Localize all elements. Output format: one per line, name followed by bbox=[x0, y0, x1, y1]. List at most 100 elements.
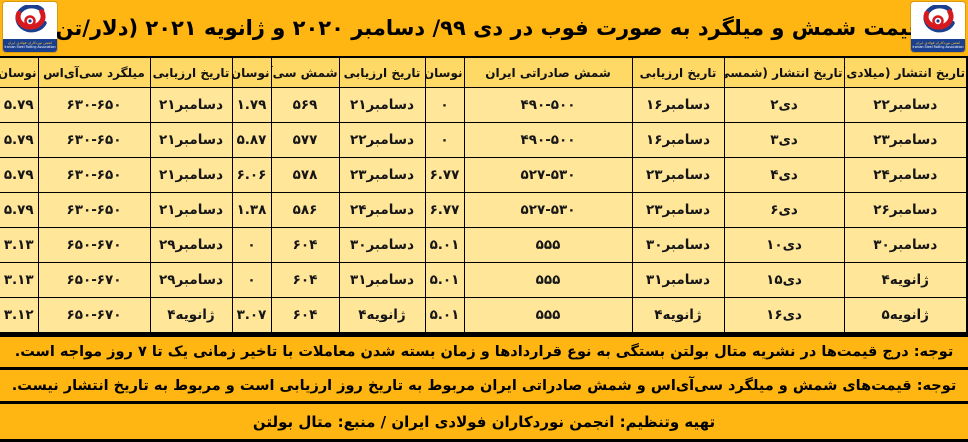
table-cell: ۶۰۴ bbox=[270, 297, 340, 334]
table-cell: ۶‎دی bbox=[723, 192, 845, 228]
table-cell: ۵‎ژانویه bbox=[843, 297, 968, 334]
col-publish-date-shamsi: تاریخ انتشار (شمسی) bbox=[723, 56, 845, 88]
table-cell: ۲۱‎دسامبر bbox=[149, 157, 233, 193]
table-cell: ۶۰۴ bbox=[270, 262, 340, 298]
table-cell: ۱۰‎دی bbox=[723, 227, 845, 263]
table-cell: ۵.۰۱ bbox=[424, 297, 465, 334]
table-cell: ۲۱‎دسامبر bbox=[149, 192, 233, 228]
logo-caption-en: Iranian Steel Rolling Association bbox=[4, 44, 56, 49]
table-cell: ۱۶‎دسامبر bbox=[631, 122, 725, 158]
table-cell: ۵.۷۹ bbox=[0, 122, 39, 158]
table-cell: ۳۰‎دسامبر bbox=[338, 227, 426, 263]
table-cell: ۶.۷۷ bbox=[424, 157, 465, 193]
col-iran-export-billet: شمش صادراتی ایران bbox=[463, 56, 633, 88]
table-cell: ۶۵۰-۶۷۰ bbox=[37, 262, 151, 298]
table-cell: ۰ bbox=[424, 87, 465, 123]
table-row: ۲۲‎دسامبر ۲‎دی ۱۶‎دسامبر ۴۹۰-۵۰۰ ۰ ۲۱‎دسامبر ۵… bbox=[0, 87, 968, 123]
association-logo-icon bbox=[911, 2, 965, 39]
table-cell: ۱۵‎دی bbox=[723, 262, 845, 298]
table-cell: ۳.۰۷ bbox=[231, 297, 272, 334]
table-cell: ۲۳‎دسامبر bbox=[338, 157, 426, 193]
table-cell: ۶.۷۷ bbox=[424, 192, 465, 228]
table-cell: ۵۷۷ bbox=[270, 122, 340, 158]
table-cell: ۶۳۰-۶۵۰ bbox=[37, 157, 151, 193]
logo-caption: انجمن نوردکاران فولادی ایران Iranian Ste… bbox=[911, 39, 965, 52]
table-cell: ۱.۳۸ bbox=[231, 192, 272, 228]
table-cell: ۶۳۰-۶۵۰ bbox=[37, 87, 151, 123]
table-cell: ۶۳۰-۶۵۰ bbox=[37, 192, 151, 228]
table-cell: ۰ bbox=[231, 262, 272, 298]
table-cell: ۶۵۰-۶۷۰ bbox=[37, 297, 151, 334]
col-evaluation-date-cis-billet: تاریخ ارزیابی bbox=[338, 56, 426, 88]
table-row: ۵‎ژانویه ۱۶‎دی ۴‎ژانویه ۵۵۵ ۵.۰۱ ۴‎ژانویه ۶۰۴ ۳… bbox=[0, 297, 968, 334]
table-cell: ۳۰‎دسامبر bbox=[843, 227, 968, 263]
table-cell: ۲۶‎دسامبر bbox=[843, 192, 968, 228]
prepared-by-source: تهیه وتنظیم: انجمن نوردکاران فولادی ایرا… bbox=[0, 401, 968, 442]
table-cell: ۵۵۵ bbox=[463, 227, 633, 263]
header-row: تاریخ انتشار (میلادی) تاریخ انتشار (شمسی… bbox=[0, 56, 968, 88]
logo-caption-fa: انجمن نوردکاران فولادی ایران bbox=[915, 41, 961, 46]
table-row: ۲۴‎دسامبر ۴‎دی ۲۳‎دسامبر ۵۲۷-۵۳۰ ۶.۷۷ ۲۳‎دسام… bbox=[0, 157, 968, 193]
table-cell: ۵۵۵ bbox=[463, 262, 633, 298]
table-cell: ۲۳‎دسامبر bbox=[843, 122, 968, 158]
table-cell: ۳.۱۳ bbox=[0, 227, 39, 263]
table-row: ۲۶‎دسامبر ۶‎دی ۲۳‎دسامبر ۵۲۷-۵۳۰ ۶.۷۷ ۲۴‎دسام… bbox=[0, 192, 968, 228]
page-title: قیمت شمش و میلگرد به صورت فوب در دی ۹۹/ … bbox=[45, 16, 923, 40]
table-cell: ۲۳‎دسامبر bbox=[631, 157, 725, 193]
col-fluctuation-cis-rebar: نوسان bbox=[0, 56, 39, 88]
logo-caption-fa: انجمن نوردکاران فولادی ایران bbox=[7, 41, 53, 46]
table-cell: ۵.۷۹ bbox=[0, 157, 39, 193]
table-cell: ۲۲‎دسامبر bbox=[843, 87, 968, 123]
table-cell: ۳۱‎دسامبر bbox=[631, 262, 725, 298]
table-cell: ۲۴‎دسامبر bbox=[338, 192, 426, 228]
col-fluctuation-iran: نوسان bbox=[424, 56, 465, 88]
table-cell: ۲۴‎دسامبر bbox=[843, 157, 968, 193]
table-row: ۴‎ژانویه ۱۵‎دی ۳۱‎دسامبر ۵۵۵ ۵.۰۱ ۳۱‎دسامبر ۶۰… bbox=[0, 262, 968, 298]
table-cell: ۵۵۵ bbox=[463, 297, 633, 334]
table-cell: ۳.۱۳ bbox=[0, 262, 39, 298]
table-cell: ۴۹۰-۵۰۰ bbox=[463, 122, 633, 158]
table-cell: ۲۹‎دسامبر bbox=[149, 227, 233, 263]
table-cell: ۶۳۰-۶۵۰ bbox=[37, 122, 151, 158]
table-cell: ۵.۰۱ bbox=[424, 227, 465, 263]
table-cell: ۲۳‎دسامبر bbox=[631, 192, 725, 228]
table-cell: ۶۵۰-۶۷۰ bbox=[37, 227, 151, 263]
table-cell: ۲۱‎دسامبر bbox=[338, 87, 426, 123]
table-cell: ۶.۰۶ bbox=[231, 157, 272, 193]
association-logo: انجمن نوردکاران فولادی ایران Iranian Ste… bbox=[3, 2, 57, 52]
table-cell: ۵۸۶ bbox=[270, 192, 340, 228]
col-evaluation-date-iran: تاریخ ارزیابی bbox=[631, 56, 725, 88]
table-cell: ۳‎دی bbox=[723, 122, 845, 158]
table-cell: ۴۹۰-۵۰۰ bbox=[463, 87, 633, 123]
table-cell: ۱۶‎دی bbox=[723, 297, 845, 334]
table-cell: ۰ bbox=[424, 122, 465, 158]
table-cell: ۵.۸۷ bbox=[231, 122, 272, 158]
table-cell: ۱۶‎دسامبر bbox=[631, 87, 725, 123]
swirl-eye-icon bbox=[923, 4, 955, 32]
table-cell: ۵.۷۹ bbox=[0, 192, 39, 228]
table-cell: ۲۲‎دسامبر bbox=[338, 122, 426, 158]
table-cell: ۴‎ژانویه bbox=[843, 262, 968, 298]
table-cell: ۰ bbox=[231, 227, 272, 263]
col-evaluation-date-cis-rebar: تاریخ ارزیابی bbox=[149, 56, 233, 88]
table-cell: ۱.۷۹ bbox=[231, 87, 272, 123]
table-cell: ۳.۱۲ bbox=[0, 297, 39, 334]
table-cell: ۵۲۷-۵۳۰ bbox=[463, 192, 633, 228]
table-cell: ۵۶۹ bbox=[270, 87, 340, 123]
col-publish-date-gregorian: تاریخ انتشار (میلادی) bbox=[843, 56, 968, 88]
table-cell: ۲۱‎دسامبر bbox=[149, 122, 233, 158]
table-cell: ۴‎ژانویه bbox=[149, 297, 233, 334]
table-cell: ۲‎دی bbox=[723, 87, 845, 123]
association-logo: انجمن نوردکاران فولادی ایران Iranian Ste… bbox=[911, 2, 965, 52]
swirl-eye-icon bbox=[15, 4, 47, 32]
table-row: ۳۰‎دسامبر ۱۰‎دی ۳۰‎دسامبر ۵۵۵ ۵.۰۱ ۳۰‎دسامبر ۶… bbox=[0, 227, 968, 263]
table-cell: ۳۰‎دسامبر bbox=[631, 227, 725, 263]
association-logo-icon bbox=[3, 2, 57, 39]
table-row: ۲۳‎دسامبر ۳‎دی ۱۶‎دسامبر ۴۹۰-۵۰۰ ۰ ۲۲‎دسامبر ۵… bbox=[0, 122, 968, 158]
price-table: تاریخ انتشار (میلادی) تاریخ انتشار (شمسی… bbox=[0, 56, 968, 334]
note-delay: توجه: درج قیمت‌ها در نشریه متال بولتن بس… bbox=[0, 334, 968, 367]
table-cell: ۵۷۸ bbox=[270, 157, 340, 193]
table-cell: ۴‎ژانویه bbox=[631, 297, 725, 334]
table-cell: ۶۰۴ bbox=[270, 227, 340, 263]
table-cell: ۲۹‎دسامبر bbox=[149, 262, 233, 298]
